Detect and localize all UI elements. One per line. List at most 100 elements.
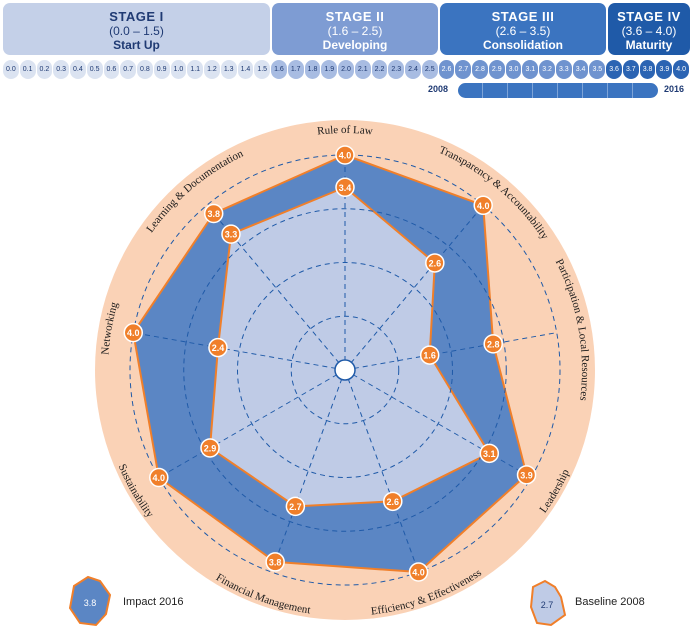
impact-marker (483, 334, 503, 354)
baseline-marker (419, 345, 440, 365)
scale-tick: 1.0 (170, 60, 187, 79)
impact-legend-value: 3.8 (84, 598, 97, 608)
baseline-marker (208, 337, 228, 358)
stage-2-range: (1.6 – 2.5) (327, 24, 383, 38)
impact-marker (408, 562, 429, 582)
baseline-value-label: 3.3 (225, 230, 238, 240)
stage-1-header: STAGE I (0.0 – 1.5) Start Up (3, 3, 270, 55)
impact-value-label: 3.8 (269, 557, 282, 567)
baseline-marker (425, 253, 445, 273)
scale-tick: 3.9 (656, 60, 673, 79)
scale-tick: 0.8 (137, 60, 153, 79)
baseline-marker (221, 224, 241, 244)
scale-tick: 0.4 (70, 60, 86, 79)
scale-tick: 2.5 (421, 60, 438, 79)
baseline-value-label: 2.7 (289, 502, 302, 512)
year-bar-segment (533, 83, 558, 98)
scale-tick: 2.0 (338, 60, 354, 79)
baseline-value-label: 2.4 (212, 343, 225, 353)
year-bar-segment (458, 83, 483, 98)
scale-tick: 0.1 (19, 60, 36, 79)
impact-value-label: 3.9 (520, 470, 533, 480)
stage-1-title: STAGE I (109, 9, 164, 24)
impact-value-label: 4.0 (412, 568, 425, 578)
impact-legend-label: Impact 2016 (123, 596, 184, 608)
scale-tick: 1.8 (304, 60, 321, 79)
impact-legend-swatch: 3.8 (68, 575, 112, 627)
scale-tick: 1.9 (321, 60, 338, 79)
scale-tick: 1.1 (187, 60, 204, 79)
scale-tick: 0.3 (53, 60, 70, 79)
scale-tick: 2.3 (388, 60, 405, 79)
stage-1-name: Start Up (113, 38, 160, 52)
stage-2-name: Developing (322, 38, 388, 52)
scale-tick: 1.3 (220, 60, 237, 79)
impact-value-label: 4.0 (153, 473, 166, 483)
grid-circle (183, 208, 507, 532)
scale-tick: 2.9 (488, 60, 505, 79)
year-bar-segment (583, 83, 608, 98)
legend-impact: 3.8 Impact 2016 (66, 572, 196, 632)
scale-tick: 0.5 (86, 60, 103, 79)
baseline-area (209, 186, 491, 508)
scale-tick: 2.6 (438, 60, 455, 79)
stage-3-name: Consolidation (483, 38, 563, 52)
impact-value-label: 4.0 (477, 201, 490, 211)
baseline-value-label: 2.9 (204, 443, 217, 453)
year-bar (458, 83, 658, 98)
impact-value-label: 4.0 (339, 151, 352, 161)
stage-1-range: (0.0 – 1.5) (109, 24, 164, 38)
year-bar-group: 2008 2016 (420, 82, 692, 100)
scale-tick: 1.5 (254, 60, 271, 79)
scale-tick: 1.2 (204, 60, 220, 79)
scale-tick: 3.0 (505, 60, 522, 79)
baseline-value-label: 1.6 (423, 351, 436, 361)
year-bar-segment (558, 83, 583, 98)
scale-tick: 3.6 (606, 60, 622, 79)
year-start-label: 2008 (428, 84, 449, 94)
scale-tick: 3.4 (572, 60, 589, 79)
legend-baseline: 2.7 Baseline 2008 (525, 577, 690, 629)
stage-2-title: STAGE II (325, 9, 385, 24)
category-label: Rule of Law (317, 124, 374, 138)
baseline-legend-label: Baseline 2008 (575, 596, 645, 608)
stage-2-header: STAGE II (1.6 – 2.5) Developing (272, 3, 438, 55)
scale-tick: 3.7 (622, 60, 639, 79)
impact-marker (473, 195, 493, 216)
year-bar-segment (483, 83, 508, 98)
scale-tick: 3.3 (555, 60, 572, 79)
baseline-marker (383, 491, 403, 512)
impact-marker (335, 145, 355, 165)
impact-marker (516, 465, 537, 485)
scale-tick: 1.6 (271, 60, 287, 79)
category-label-text: Rule of Law (317, 124, 374, 138)
impact-marker (123, 322, 144, 343)
stage-3-header: STAGE III (2.6 – 3.5) Consolidation (440, 3, 606, 55)
year-end-label: 2016 (664, 84, 685, 94)
baseline-value-label: 2.6 (429, 258, 442, 268)
scale-tick: 2.2 (371, 60, 388, 79)
scale-tick: 2.4 (405, 60, 421, 79)
radar-center (334, 359, 356, 381)
scale-tick: 3.5 (589, 60, 606, 79)
year-bar-segment (608, 83, 633, 98)
baseline-legend-value: 2.7 (541, 600, 554, 610)
scale-tick: 1.7 (287, 60, 304, 79)
stage-4-header: STAGE IV (3.6 – 4.0) Maturity (608, 3, 690, 55)
scale-tick: 0.0 (3, 60, 19, 79)
impact-marker (149, 467, 169, 488)
grid-circle (237, 262, 453, 478)
baseline-legend-swatch: 2.7 (529, 579, 567, 627)
baseline-value-label: 2.6 (387, 497, 400, 507)
year-bar-segment (508, 83, 533, 98)
score-scale: 0.0 0.1 0.2 0.3 0.4 0.5 0.6 0.7 0.8 0.9 1.0 1.1 1.2 1… (3, 60, 690, 79)
grid-circle (290, 315, 400, 425)
scale-tick: 0.7 (120, 60, 137, 79)
scale-tick: 2.7 (455, 60, 472, 79)
baseline-marker (200, 438, 220, 458)
scale-tick: 3.2 (539, 60, 555, 79)
scale-tick: 1.4 (237, 60, 254, 79)
scale-tick: 0.6 (103, 60, 120, 79)
impact-value-label: 4.0 (127, 328, 140, 338)
